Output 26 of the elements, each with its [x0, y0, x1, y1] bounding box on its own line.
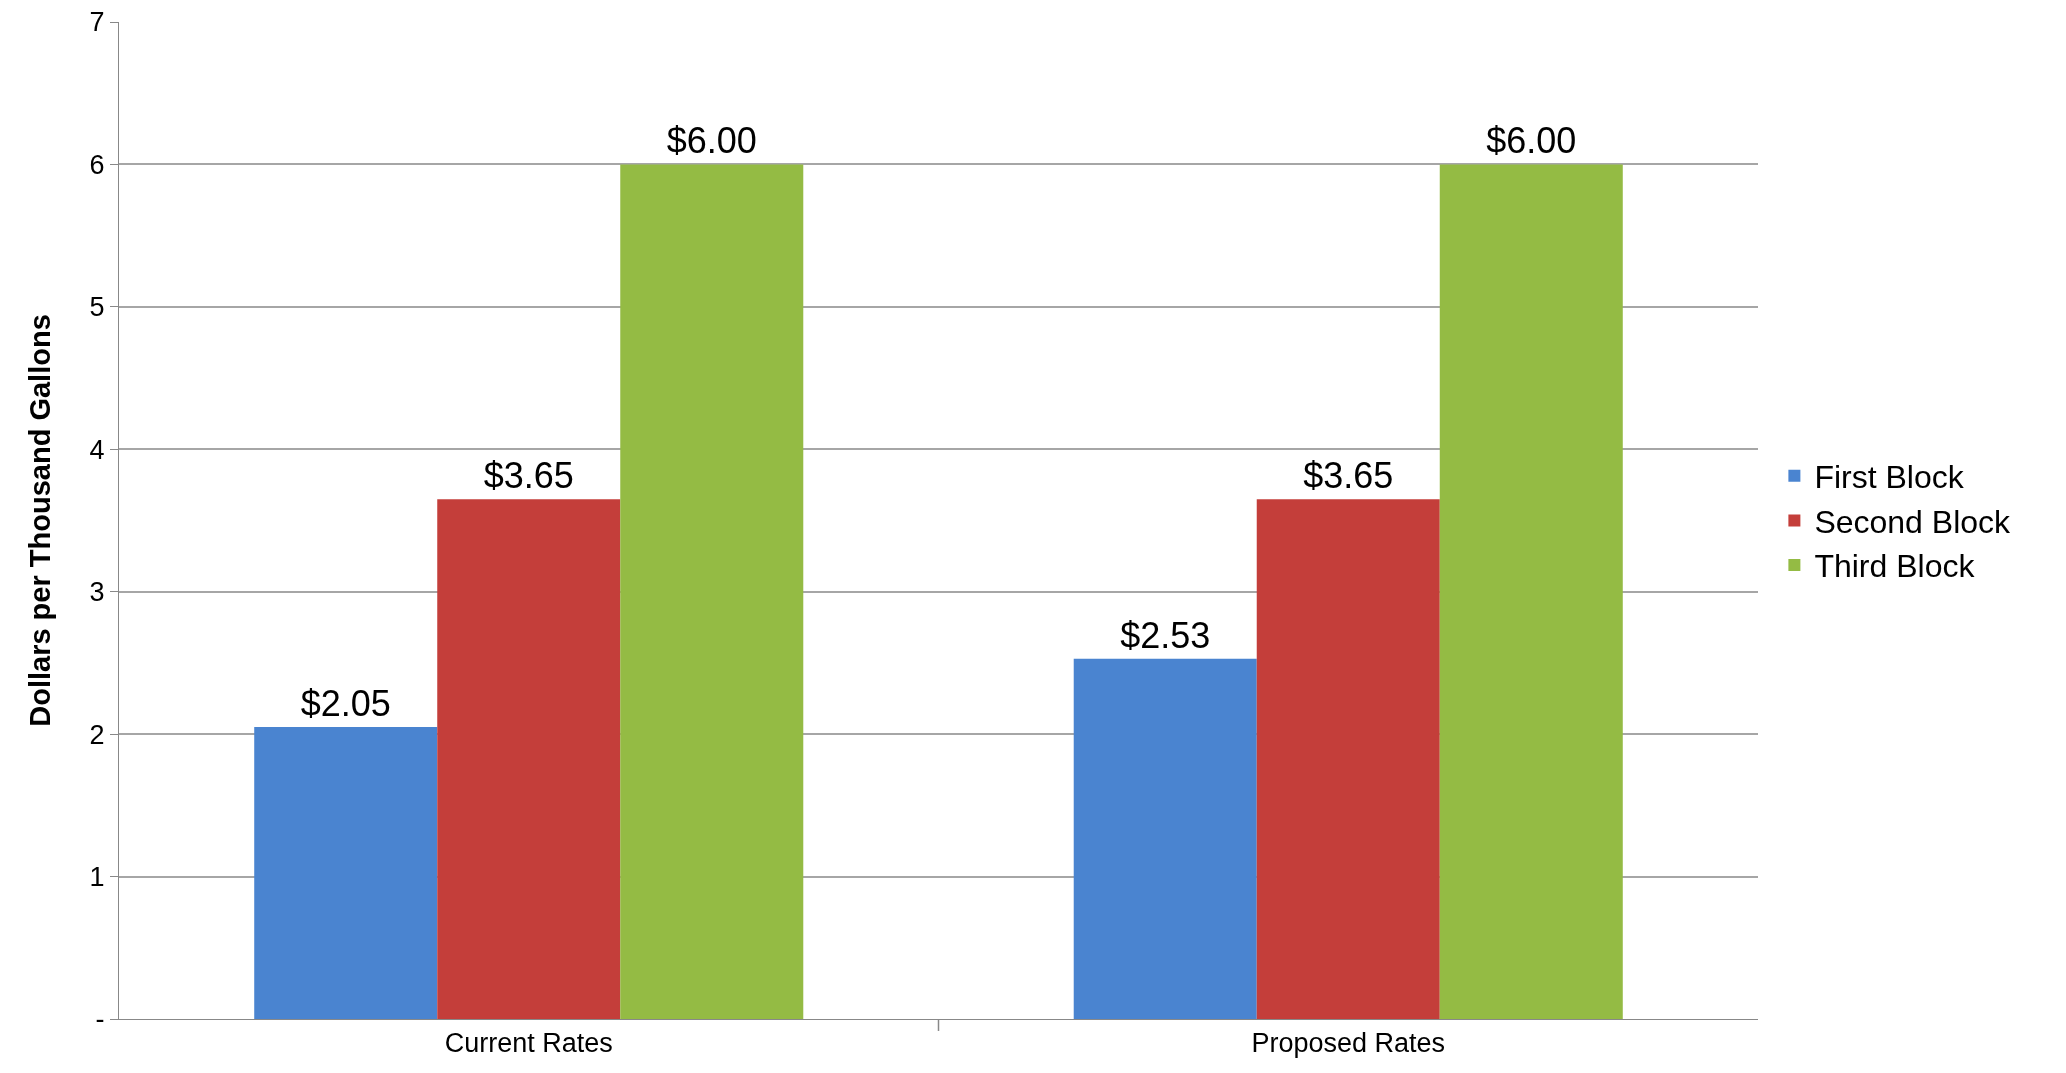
bar — [437, 499, 621, 1019]
y-tick-label: 4 — [89, 434, 105, 465]
data-label: $2.05 — [300, 683, 391, 725]
y-tick-label: 7 — [89, 7, 105, 38]
bar — [1439, 164, 1623, 1019]
bar — [254, 727, 438, 1019]
data-label: $6.00 — [1486, 120, 1577, 162]
y-tick-label: 2 — [89, 719, 105, 750]
y-tick-label: 3 — [89, 577, 105, 608]
legend-label: First Block — [1814, 459, 1965, 496]
data-label: $3.65 — [1303, 455, 1394, 497]
data-label: $2.53 — [1120, 614, 1211, 656]
x-tick-label: Proposed Rates — [1251, 1028, 1446, 1059]
y-tick-label: 6 — [89, 149, 105, 180]
data-label: $3.65 — [483, 455, 574, 497]
x-tick-label: Current Rates — [444, 1028, 613, 1059]
legend-label: Second Block — [1814, 503, 2012, 540]
bar — [1256, 499, 1440, 1019]
legend-label: Third Block — [1814, 548, 1976, 585]
y-axis-title: Dollars per Thousand Gallons — [23, 314, 56, 727]
y-tick-label: 1 — [89, 862, 105, 893]
bar — [1073, 658, 1257, 1019]
bar — [620, 164, 804, 1019]
y-tick-label: 5 — [89, 292, 105, 323]
y-tick-label: - — [95, 1004, 105, 1035]
data-label: $6.00 — [666, 120, 757, 162]
